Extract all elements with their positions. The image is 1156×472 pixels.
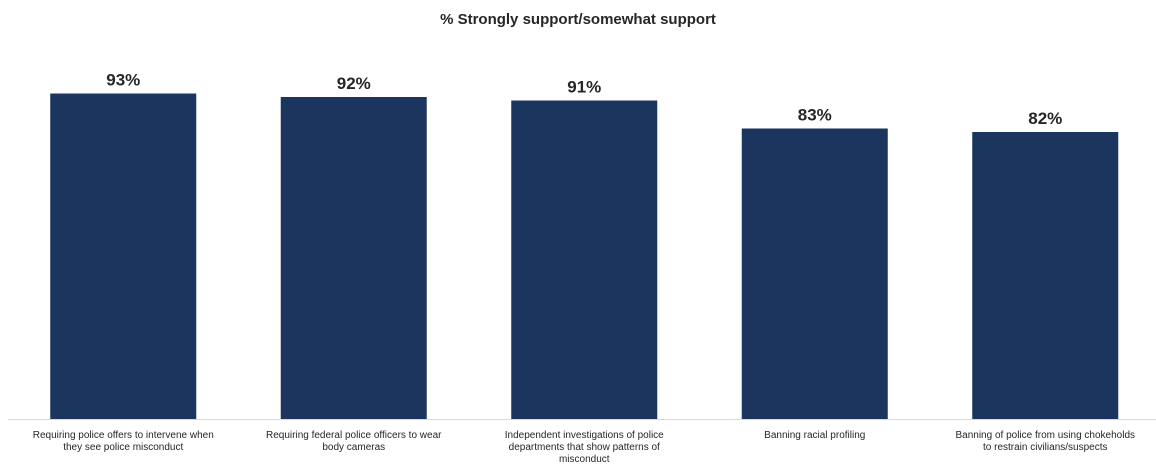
category-label: Banning of police from using chokeholds t…: [955, 430, 1135, 453]
bar: [741, 128, 888, 419]
category-label: Requiring police offers to intervene whe…: [33, 430, 214, 453]
category-label-line: Requiring federal police officers to wea…: [266, 430, 442, 441]
data-label: 93%: [106, 71, 140, 90]
data-label: 92%: [337, 74, 371, 93]
bar: [972, 132, 1119, 419]
bar-group: [50, 93, 1119, 419]
category-label-line: Requiring police offers to intervene whe…: [33, 430, 214, 441]
category-label-line: departments that show patterns of: [509, 442, 660, 453]
bar: [50, 93, 197, 419]
bar: [511, 100, 658, 419]
category-label-line: body cameras: [322, 442, 385, 453]
data-label: 82%: [1028, 109, 1062, 128]
category-label: Banning racial profiling: [764, 430, 865, 441]
category-label: Requiring federal police officers to wea…: [266, 430, 442, 453]
data-label-group: 93% 92% 91% 83% 82%: [106, 71, 1062, 129]
category-label-line: they see police misconduct: [63, 442, 183, 453]
bar: [280, 97, 427, 419]
category-label-line: misconduct: [559, 454, 610, 465]
category-label: Independent investigations of police depa…: [505, 430, 664, 465]
category-label-line: Banning of police from using chokeholds: [955, 430, 1135, 441]
category-label-line: to restrain civilians/suspects: [983, 442, 1108, 453]
chart-title: % Strongly support/somewhat support: [440, 11, 716, 28]
category-label-line: Independent investigations of police: [505, 430, 664, 441]
category-label-group: Requiring police offers to intervene whe…: [33, 430, 1135, 465]
category-label-line: Banning racial profiling: [764, 430, 865, 441]
data-label: 91%: [567, 78, 601, 97]
data-label: 83%: [798, 106, 832, 125]
